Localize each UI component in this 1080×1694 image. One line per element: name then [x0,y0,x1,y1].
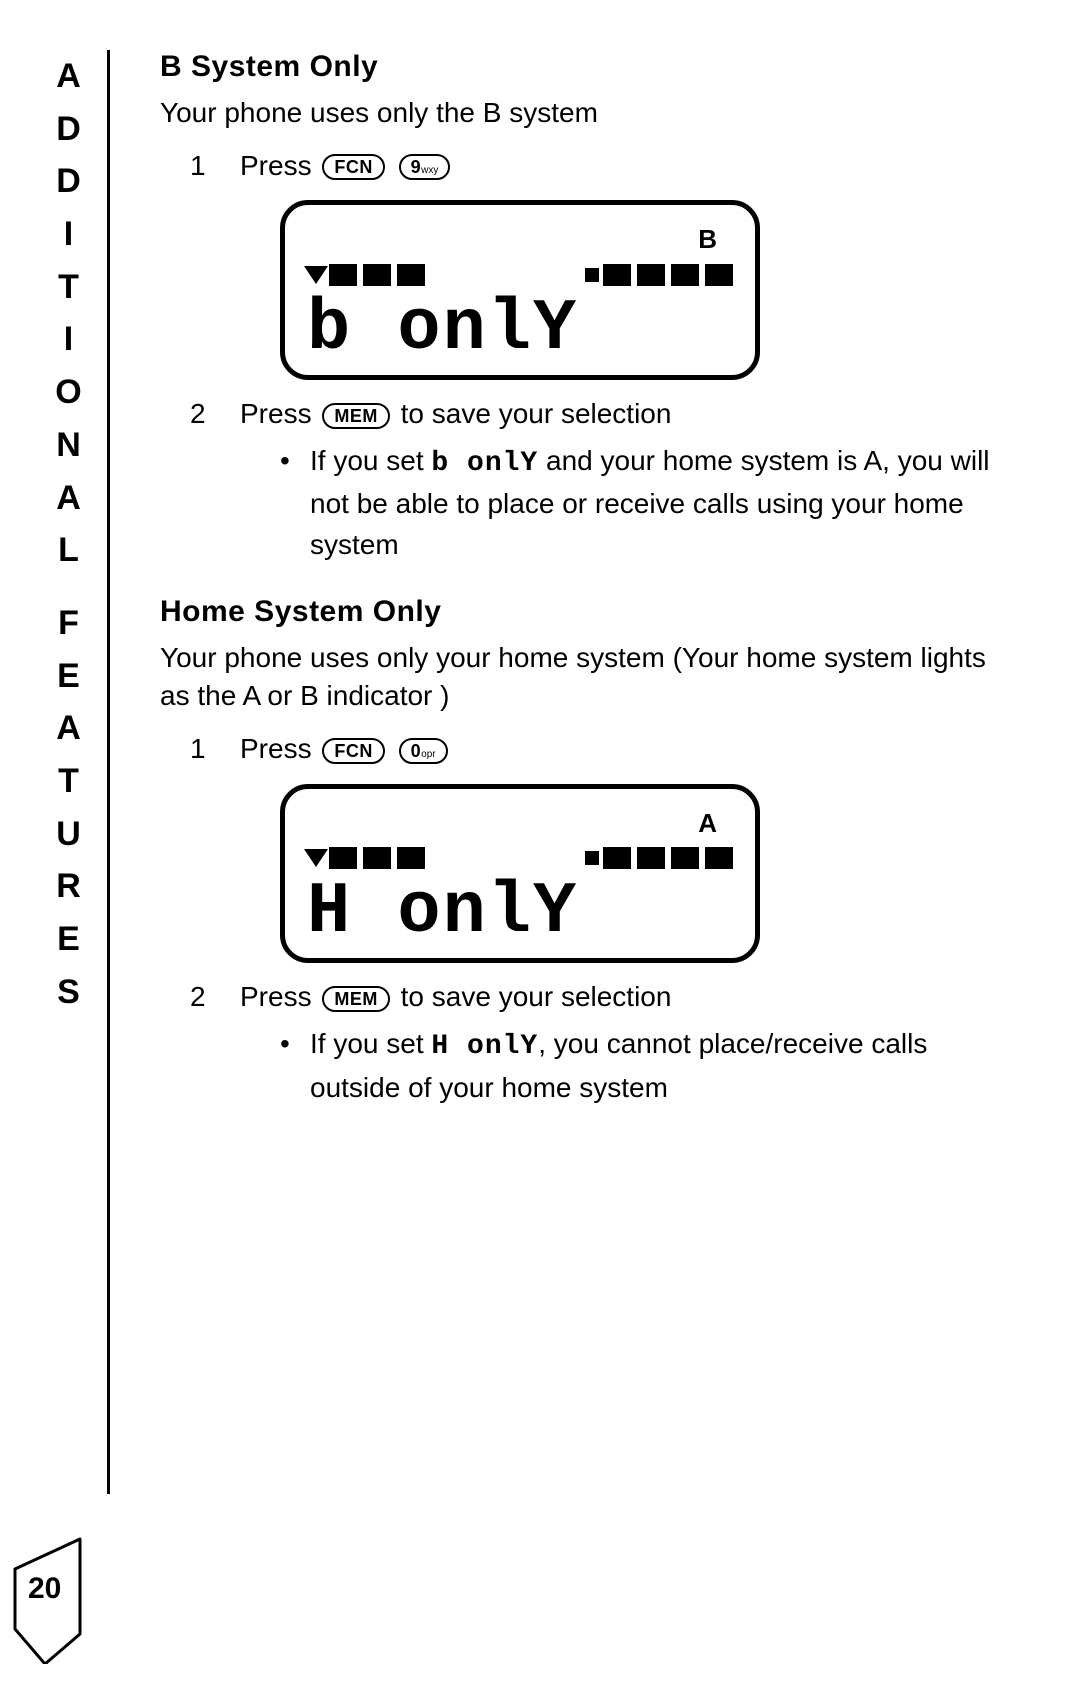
section-heading: Home System Only [160,595,1020,629]
step: 1 Press FCN 9wxy Bb onlY [190,146,1020,380]
step-number: 2 [190,977,206,1018]
step: 2 Press MEM to save your selection If you … [190,977,1020,1108]
step-number: 1 [190,729,206,770]
lcd-display: Bb onlY [280,200,760,380]
key-mem: MEM [322,986,390,1012]
section: Home System Only Your phone uses only you… [160,595,1020,1108]
key-mem: MEM [322,403,390,429]
bullet: If you set H onlY, you cannot place/rece… [280,1024,1020,1108]
bullet: If you set b onlY and your home system i… [280,441,1020,566]
section-intro: Your phone uses only your home system (Y… [160,639,1020,715]
section-intro: Your phone uses only the B system [160,94,1020,132]
sidebar-category: ADDITIONAL FEATURES [50,50,110,1494]
key-fcn: FCN [322,154,385,180]
step-text: Press MEM to save your selection [240,398,671,429]
signal-icon [307,263,425,287]
step-text: Press FCN 9wxy [240,150,453,181]
inline-lcd-text: b onlY [431,448,538,479]
lcd-status-row [307,846,733,870]
lcd-text: b onlY [307,293,733,365]
step: 2 Press MEM to save your selection If you … [190,394,1020,565]
step-number: 2 [190,394,206,435]
bullet-list: If you set H onlY, you cannot place/rece… [240,1024,1020,1108]
lcd-text: H onlY [307,876,733,948]
key-fcn: FCN [322,738,385,764]
step-list: 1 Press FCN 0opr A H onlY 2 Press MEM to sav… [190,729,1020,1108]
lcd-indicator: B [307,221,733,259]
lcd-status-row [307,263,733,287]
bullet-list: If you set b onlY and your home system i… [240,441,1020,566]
section-heading: B System Only [160,50,1020,84]
page-number-corner: 20 [10,1534,120,1664]
step-number: 1 [190,146,206,187]
battery-icon [585,264,733,286]
section: B System Only Your phone uses only the B … [160,50,1020,565]
page-content: B System Only Your phone uses only the B … [160,50,1020,1108]
inline-lcd-text: H onlY [431,1031,538,1062]
sidebar-label: ADDITIONAL FEATURES [50,50,87,1018]
step: 1 Press FCN 0opr A H onlY [190,729,1020,963]
lcd-indicator: A [307,805,733,843]
page-number: 20 [28,1572,61,1606]
step-text: Press FCN 0opr [240,733,451,764]
step-list: 1 Press FCN 9wxy Bb onlY 2 Press MEM to sav… [190,146,1020,566]
battery-icon [585,847,733,869]
key-nine: 9wxy [399,154,451,180]
manual-page: ADDITIONAL FEATURES B System Only Your ph… [0,0,1080,1694]
lcd-display: A H onlY [280,784,760,964]
step-text: Press MEM to save your selection [240,981,671,1012]
key-zero: 0opr [399,738,448,764]
signal-icon [307,846,425,870]
